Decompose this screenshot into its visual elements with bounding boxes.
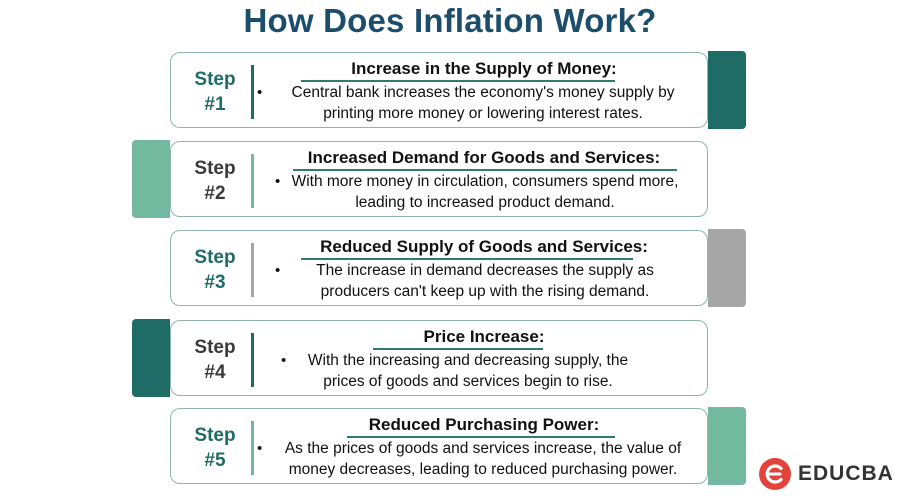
step-3-heading: Reduced Supply of Goods and Services: (320, 237, 648, 256)
step-3-divider (251, 243, 254, 297)
step-1-label: Step #1 (177, 67, 253, 117)
step-5-heading-underline (347, 436, 615, 438)
step-5-card: Step #5 Reduced Purchasing Power: • As t… (170, 408, 708, 484)
step-2-heading: Increased Demand for Goods and Services: (307, 148, 661, 167)
step-3-description: The increase in demand decreases the sup… (316, 262, 654, 300)
step-3-tab (708, 229, 746, 307)
step-5-divider (251, 421, 254, 475)
step-3-card: Step #3 Reduced Supply of Goods and Serv… (170, 230, 708, 306)
step-5-label-word: Step (194, 425, 236, 446)
step-3-heading-underline (301, 258, 633, 260)
step-2-bullet: • (275, 173, 281, 190)
step-1-heading: Increase in the Supply of Money: (351, 59, 617, 78)
step-2-heading-underline (293, 169, 677, 171)
step-1-label-word: Step (194, 69, 236, 90)
step-4-label-number: #4 (204, 362, 226, 383)
step-2-divider (251, 154, 254, 208)
step-3-label-number: #3 (204, 272, 226, 293)
step-4-heading-underline (373, 348, 543, 350)
step-1-bullet: • (257, 84, 263, 101)
step-1-tab (708, 51, 746, 129)
step-2-card: Step #2 Increased Demand for Goods and S… (170, 141, 708, 217)
step-4-heading: Price Increase: (423, 327, 545, 346)
step-5-bullet: • (257, 440, 263, 457)
educba-logo-text: EDUCBA (798, 462, 894, 485)
step-3-bullet: • (275, 262, 281, 279)
step-4-description: With the increasing and decreasing suppl… (307, 352, 629, 390)
step-5-heading: Reduced Purchasing Power: (368, 415, 600, 434)
step-4-card: Step #4 Price Increase: • With the incre… (170, 320, 708, 396)
step-2-label-number: #2 (204, 183, 226, 204)
step-3-label-word: Step (194, 247, 236, 268)
step-2-label: Step #2 (177, 156, 253, 206)
step-4-label-word: Step (194, 337, 236, 358)
step-2-label-word: Step (194, 158, 236, 179)
step-2-tab (132, 140, 170, 218)
step-1-heading-underline (301, 80, 615, 82)
diagram-title: How Does Inflation Work? (243, 2, 657, 39)
step-4-label: Step #4 (177, 335, 253, 385)
step-2-description: With more money in circulation, consumer… (291, 173, 679, 211)
step-5-description: As the prices of goods and services incr… (284, 440, 682, 478)
step-1-card: Step #1 Increase in the Supply of Money:… (170, 52, 708, 128)
step-5-tab (708, 407, 746, 485)
step-1-label-number: #1 (204, 94, 226, 115)
educba-logo: EDUCBA (758, 456, 898, 492)
educba-logo-icon (759, 458, 791, 490)
step-5-label-number: #5 (204, 450, 226, 471)
step-1-divider (251, 65, 254, 119)
step-5-label: Step #5 (177, 423, 253, 473)
step-3-label: Step #3 (177, 245, 253, 295)
step-4-bullet: • (281, 352, 287, 369)
step-1-description: Central bank increases the economy's mon… (291, 84, 675, 122)
step-4-divider (251, 333, 254, 387)
step-4-tab (132, 319, 170, 397)
